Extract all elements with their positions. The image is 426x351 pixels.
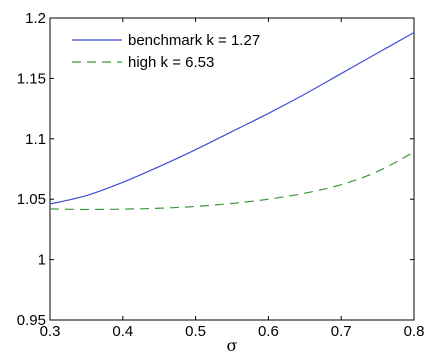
legend-label-1: high k = 6.53 bbox=[128, 54, 214, 71]
x-tick-label: 0.6 bbox=[258, 323, 279, 340]
plot-frame bbox=[49, 17, 415, 321]
legend: benchmark k = 1.27 high k = 6.53 bbox=[72, 32, 260, 71]
x-tick-label: 0.5 bbox=[185, 323, 206, 340]
x-tick-label: 0.8 bbox=[404, 323, 425, 340]
x-tick-label: 0.4 bbox=[112, 323, 133, 340]
y-tick-label: 1 bbox=[38, 252, 46, 269]
y-tick-label: 1.1 bbox=[25, 131, 46, 148]
series-line-1 bbox=[49, 151, 415, 211]
x-tick-label: 0.3 bbox=[40, 323, 61, 340]
x-axis-label: σ bbox=[227, 336, 238, 351]
series-group bbox=[49, 31, 415, 211]
y-tick-label: 1.2 bbox=[25, 10, 46, 27]
series-line-0 bbox=[49, 31, 415, 205]
y-tick-label: 0.95 bbox=[17, 312, 46, 329]
x-tick-label: 0.7 bbox=[331, 323, 352, 340]
legend-label-0: benchmark k = 1.27 bbox=[128, 32, 260, 49]
tick-group: 0.3 0.4 0.5 0.6 0.7 0.8 0.95 1 1.05 1.1 1.15 1.2 bbox=[17, 10, 425, 340]
y-tick-label: 1.15 bbox=[17, 70, 46, 87]
y-tick-label: 1.05 bbox=[17, 191, 46, 208]
